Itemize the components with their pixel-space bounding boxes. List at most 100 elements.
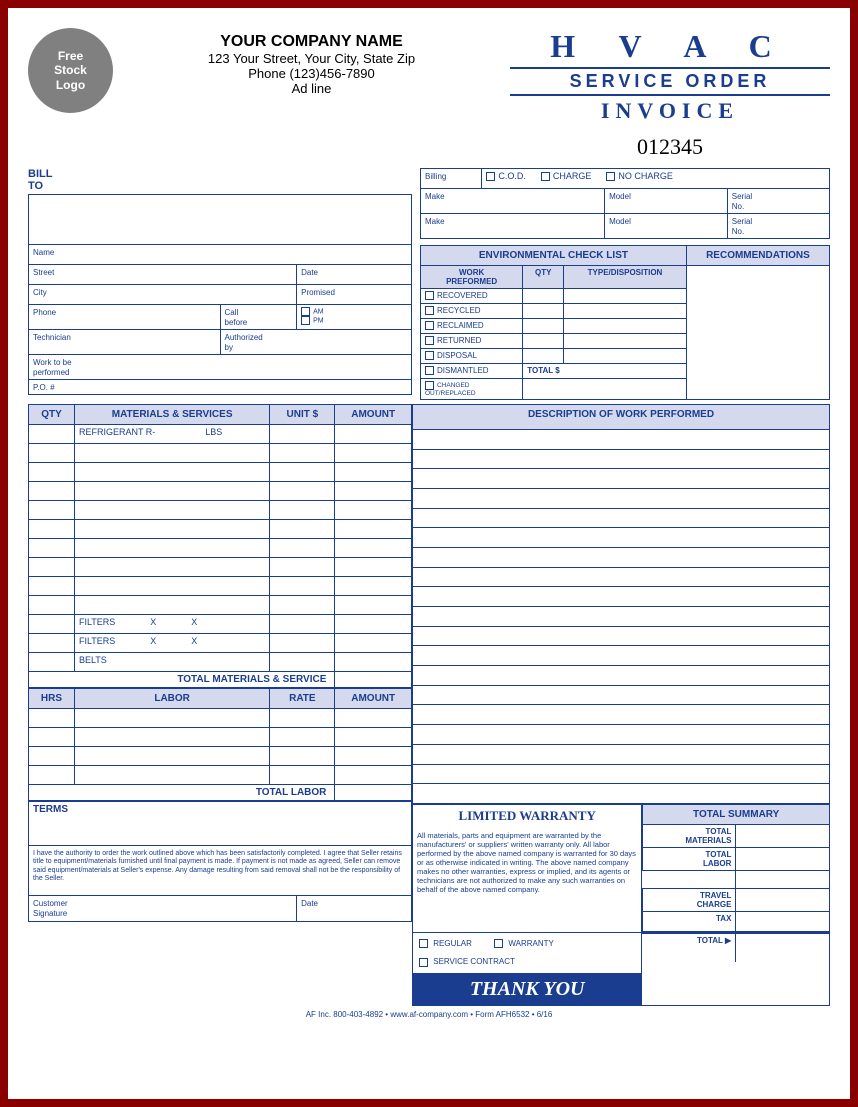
- desc-row[interactable]: [413, 607, 830, 627]
- desc-row[interactable]: [413, 744, 830, 764]
- type-disp-header: TYPE/DISPOSITION: [564, 266, 687, 289]
- charge-checkbox[interactable]: [541, 172, 550, 181]
- sum-materials-label: TOTAL MATERIALS: [643, 825, 736, 848]
- warranty-checkbox[interactable]: [494, 939, 503, 948]
- hvac-title: H V A C: [510, 28, 830, 65]
- mat-row[interactable]: REFRIGERANT R- LBS: [74, 425, 269, 444]
- desc-row[interactable]: [413, 469, 830, 489]
- changed-checkbox[interactable]: [425, 381, 434, 390]
- warranty-summary-table: LIMITED WARRANTY All materials, parts an…: [412, 804, 830, 1006]
- desc-row[interactable]: [413, 784, 830, 804]
- reclaimed-checkbox[interactable]: [425, 321, 434, 330]
- recycled-checkbox[interactable]: [425, 306, 434, 315]
- work-preformed-header: WORK PREFORMED: [421, 266, 523, 289]
- mat-row[interactable]: FILTERS X X: [74, 634, 269, 653]
- mat-row[interactable]: [74, 558, 269, 577]
- desc-row[interactable]: [413, 587, 830, 607]
- auth-text: I have the authority to order the work o…: [29, 846, 412, 896]
- desc-row[interactable]: [413, 725, 830, 745]
- desc-row[interactable]: [413, 449, 830, 469]
- sum-tax-value[interactable]: [736, 912, 829, 932]
- description-table: DESCRIPTION OF WORK PERFORMED: [412, 404, 830, 804]
- invoice-form: Free Stock Logo YOUR COMPANY NAME 123 Yo…: [8, 8, 850, 1099]
- mat-row[interactable]: [74, 482, 269, 501]
- desc-row[interactable]: [413, 567, 830, 587]
- labor-row[interactable]: [74, 709, 269, 728]
- recommendations-header: RECOMMENDATIONS: [686, 246, 829, 266]
- mat-row[interactable]: [74, 444, 269, 463]
- bill-to-label: BILL TO: [28, 168, 412, 192]
- desc-row[interactable]: [413, 547, 830, 567]
- returned-checkbox[interactable]: [425, 336, 434, 345]
- disposal-checkbox[interactable]: [425, 351, 434, 360]
- mat-row[interactable]: [74, 539, 269, 558]
- labor-row[interactable]: [74, 766, 269, 785]
- sum-labor-value[interactable]: [736, 848, 829, 871]
- desc-row[interactable]: [413, 528, 830, 548]
- order-number: 012345: [510, 134, 830, 160]
- serial-label-2: Serial No.: [732, 217, 752, 236]
- company-adline: Ad line: [123, 81, 500, 96]
- cod-checkbox[interactable]: [486, 172, 495, 181]
- authorized-by-label: Authorized by: [225, 333, 263, 352]
- company-phone: Phone (123)456-7890: [123, 66, 500, 81]
- bill-to-box[interactable]: [28, 194, 412, 244]
- sum-travel-value[interactable]: [736, 889, 829, 912]
- desc-row[interactable]: [413, 626, 830, 646]
- dismantled-checkbox[interactable]: [425, 366, 434, 375]
- desc-row[interactable]: [413, 508, 830, 528]
- labor-table: HRSLABORRATEAMOUNT TOTAL LABOR: [28, 688, 412, 801]
- mat-row[interactable]: [74, 520, 269, 539]
- desc-row[interactable]: [413, 764, 830, 784]
- company-address: 123 Your Street, Your City, State Zip: [123, 51, 500, 66]
- sum-total-value[interactable]: [736, 934, 829, 962]
- mat-qty-header: QTY: [29, 405, 75, 425]
- env-total-label: TOTAL $: [523, 364, 687, 379]
- desc-row[interactable]: [413, 685, 830, 705]
- mat-row[interactable]: FILTERS X X: [74, 615, 269, 634]
- desc-row[interactable]: [413, 646, 830, 666]
- labor-rate-header: RATE: [270, 689, 335, 709]
- po-label: P.O. #: [33, 383, 55, 392]
- work-to-perform-label: Work to be performed: [33, 358, 72, 377]
- sum-materials-value[interactable]: [736, 825, 829, 848]
- street-label: Street: [33, 268, 54, 277]
- terms-table: TERMS I have the authority to order the …: [28, 801, 412, 922]
- service-contract-checkbox[interactable]: [419, 958, 428, 967]
- desc-row[interactable]: [413, 705, 830, 725]
- regular-checkbox[interactable]: [419, 939, 428, 948]
- am-checkbox[interactable]: [301, 307, 310, 316]
- env-header: ENVIRONMENTAL CHECK LIST: [421, 246, 687, 266]
- mat-row[interactable]: [74, 577, 269, 596]
- materials-table: QTYMATERIALS & SERVICESUNIT $AMOUNT REFR…: [28, 404, 412, 688]
- labor-row[interactable]: [74, 728, 269, 747]
- desc-row[interactable]: [413, 488, 830, 508]
- recommendations-box[interactable]: [686, 266, 829, 400]
- mat-row[interactable]: [74, 596, 269, 615]
- mat-row[interactable]: [74, 463, 269, 482]
- labor-row[interactable]: [74, 747, 269, 766]
- date-label: Date: [301, 268, 318, 277]
- promised-label: Promised: [301, 288, 335, 297]
- recovered-checkbox[interactable]: [425, 291, 434, 300]
- terms-label: TERMS: [33, 804, 68, 815]
- billing-table: BillingC.O.D. CHARGE NO CHARGE MakeModel…: [420, 168, 830, 239]
- total-labor-value[interactable]: [335, 785, 412, 801]
- nocharge-checkbox[interactable]: [606, 172, 615, 181]
- pm-checkbox[interactable]: [301, 316, 310, 325]
- make-label-2: Make: [425, 217, 445, 226]
- company-info: YOUR COMPANY NAME 123 Your Street, Your …: [123, 28, 500, 160]
- mat-row[interactable]: [74, 501, 269, 520]
- title-block: H V A C SERVICE ORDER INVOICE 012345: [510, 28, 830, 160]
- name-label: Name: [33, 248, 54, 257]
- total-materials-label: TOTAL MATERIALS & SERVICE: [29, 672, 335, 688]
- desc-row[interactable]: [413, 666, 830, 686]
- mat-row[interactable]: BELTS: [74, 653, 269, 672]
- thank-you: THANK YOU: [413, 973, 642, 1005]
- model-label-2: Model: [609, 217, 631, 226]
- billing-label: Billing: [425, 172, 446, 181]
- service-order-title: SERVICE ORDER: [510, 67, 830, 96]
- desc-row[interactable]: [413, 429, 830, 449]
- total-materials-value[interactable]: [335, 672, 412, 688]
- sum-total-label: TOTAL ▶: [642, 934, 735, 962]
